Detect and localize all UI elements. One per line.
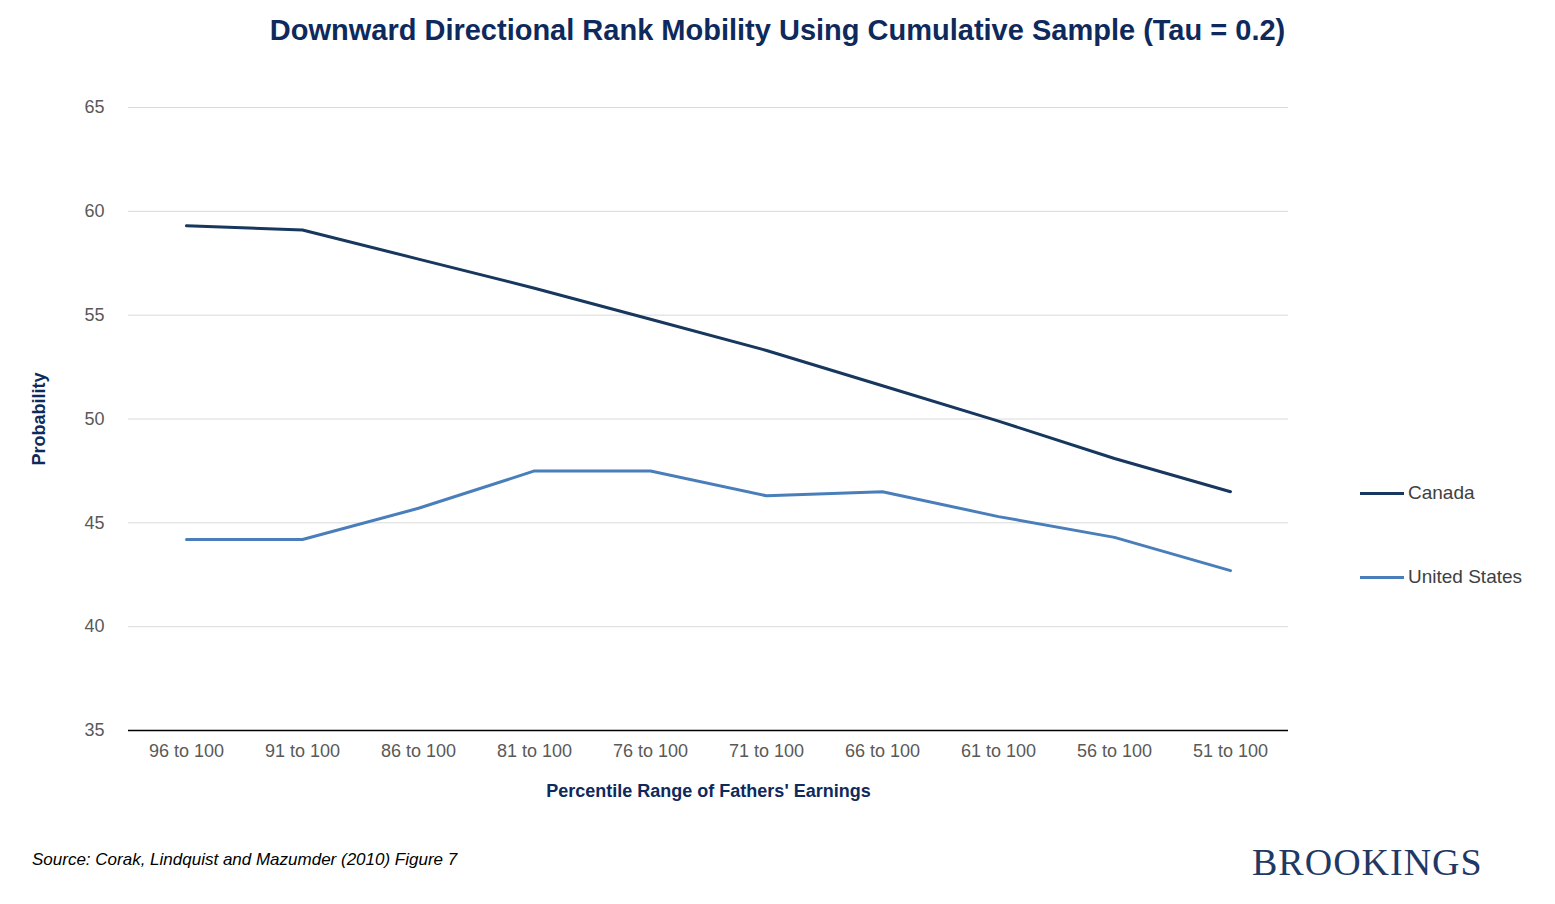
svg-text:51 to 100: 51 to 100 (1193, 741, 1268, 761)
svg-text:86 to 100: 86 to 100 (381, 741, 456, 761)
svg-text:71 to 100: 71 to 100 (729, 741, 804, 761)
svg-text:Probability: Probability (29, 372, 49, 465)
html-text:Canada: Canada (1408, 482, 1475, 503)
svg-text:Percentile Range of Fathers' E: Percentile Range of Fathers' Earnings (546, 781, 870, 801)
svg-text:55: 55 (84, 305, 104, 325)
html-text:BROOKINGS: BROOKINGS (1252, 841, 1483, 883)
svg-text:35: 35 (84, 720, 104, 740)
html-text:United States: United States (1408, 566, 1523, 587)
svg-text:66 to 100: 66 to 100 (845, 741, 920, 761)
svg-text:45: 45 (84, 513, 104, 533)
svg-text:50: 50 (84, 409, 104, 429)
html-text:Source: Corak, Lindquist and M: Source: Corak, Lindquist and Mazumder (2… (32, 850, 458, 869)
svg-text:60: 60 (84, 201, 104, 221)
svg-text:40: 40 (84, 616, 104, 636)
svg-text:81 to 100: 81 to 100 (497, 741, 572, 761)
svg-text:61 to 100: 61 to 100 (961, 741, 1036, 761)
svg-text:56 to 100: 56 to 100 (1077, 741, 1152, 761)
svg-text:91 to 100: 91 to 100 (265, 741, 340, 761)
svg-text:65: 65 (84, 97, 104, 117)
svg-text:76 to 100: 76 to 100 (613, 741, 688, 761)
svg-text:96 to 100: 96 to 100 (149, 741, 224, 761)
html-text:Downward Directional Rank Mobi: Downward Directional Rank Mobility Using… (269, 14, 1286, 46)
